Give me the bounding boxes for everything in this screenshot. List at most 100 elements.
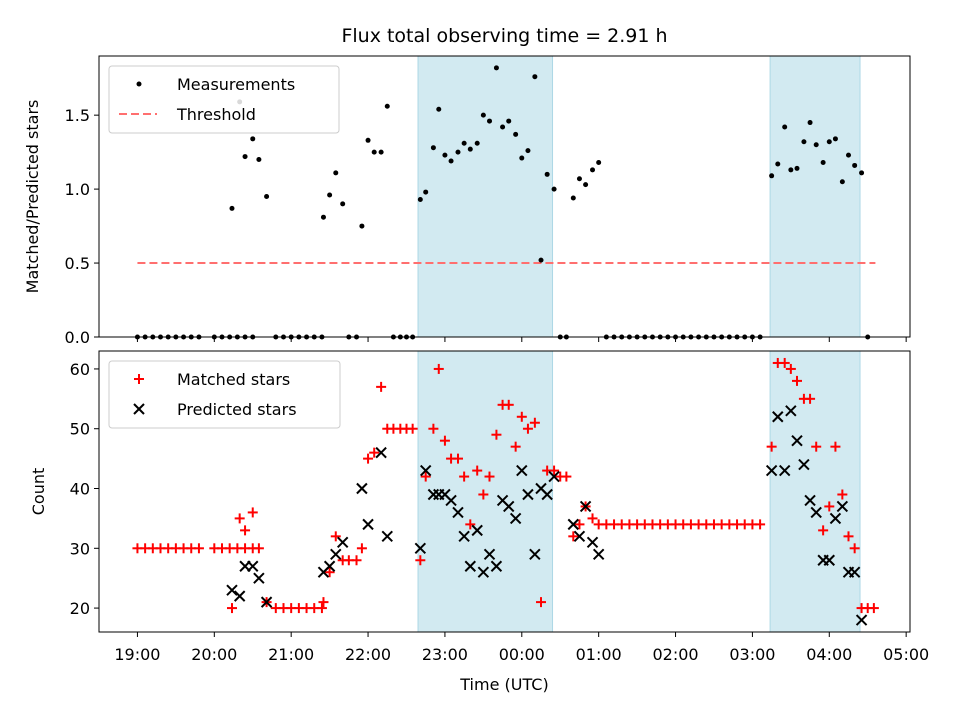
top-measurement-point <box>813 142 819 148</box>
predicted-marker-b <box>592 548 605 560</box>
predicted-marker-b <box>323 560 336 572</box>
predicted-marker-b <box>798 458 810 471</box>
bottom-shaded-interval-1 <box>769 350 861 633</box>
bottom-predicted-point <box>509 512 522 525</box>
bottom-matched-point <box>574 519 585 530</box>
top-measurement-point <box>340 201 346 207</box>
top-measurement-point <box>436 106 442 112</box>
predicted-marker-b <box>785 405 797 417</box>
bottom-x-tick-label: 03:00 <box>729 645 775 664</box>
predicted-marker-b <box>579 500 592 513</box>
bottom-matched-point <box>356 543 367 554</box>
bottom-panel: 20 30 40 50 60 19:00 20:00 21:00 22:00 23:00 00:00… <box>70 350 929 664</box>
top-measurement-point <box>320 214 326 220</box>
bottom-matched-point <box>491 429 502 440</box>
top-measurement-point <box>820 159 826 165</box>
predicted-marker-b <box>823 554 835 566</box>
top-measurement-point <box>333 170 339 176</box>
bottom-x-tick-label: 05:00 <box>883 645 929 664</box>
bottom-matched-point <box>351 555 362 566</box>
bottom-predicted-point <box>823 554 835 566</box>
bottom-predicted-point <box>592 548 605 560</box>
top-measurement-point <box>826 139 832 145</box>
bottom-predicted-point <box>765 464 778 477</box>
predicted-marker-b <box>233 590 246 602</box>
predicted-marker-b <box>452 506 464 519</box>
bottom-predicted-point <box>414 542 427 555</box>
predicted-marker-b <box>330 548 342 560</box>
bottom-matched-point <box>779 357 790 368</box>
bottom-y-tick-label: 20 <box>70 599 90 618</box>
top-measurement-point <box>538 257 544 263</box>
bottom-matched-point <box>529 417 540 428</box>
top-measurement-point <box>229 205 235 211</box>
bottom-matched-point <box>805 393 816 404</box>
predicted-marker-b <box>778 464 791 477</box>
top-measurement-point <box>327 192 333 198</box>
bottom-matched-point <box>510 441 521 452</box>
predicted-marker-b <box>573 530 586 543</box>
top-measurement-point <box>583 182 589 188</box>
top-measurement-point <box>769 173 775 179</box>
bottom-matched-point <box>452 453 463 464</box>
predicted-marker-b <box>548 470 560 483</box>
bottom-matched-point <box>459 471 470 482</box>
top-measurement-point <box>551 186 557 192</box>
chart-title: Flux total observing time = 2.91 h <box>341 25 667 47</box>
predicted-marker-b <box>586 536 599 549</box>
bottom-x-tick-label: 19:00 <box>114 645 160 664</box>
top-measurement-point <box>500 124 506 130</box>
bottom-matched-point <box>785 363 796 374</box>
top-measurement-point <box>250 136 256 142</box>
predicted-marker-b <box>419 464 432 477</box>
top-measurement-point <box>525 148 531 154</box>
top-measurement-point <box>480 112 486 118</box>
bottom-legend-marker-matched <box>134 374 144 384</box>
top-measurement-point <box>801 139 807 145</box>
predicted-marker-b <box>375 446 387 459</box>
bottom-legend-label: Predicted stars <box>177 400 297 419</box>
predicted-marker-b <box>567 518 580 531</box>
bottom-matched-point <box>561 471 572 482</box>
bottom-predicted-point <box>464 560 476 572</box>
top-measurement-point <box>590 167 596 173</box>
bottom-matched-point <box>226 603 237 614</box>
bottom-x-tick-label: 02:00 <box>652 645 698 664</box>
bottom-y-tick-label: 50 <box>70 420 90 439</box>
bottom-predicted-point <box>356 482 368 495</box>
top-shaded-interval-0 <box>417 55 554 338</box>
bottom-x-tick-label: 20:00 <box>191 645 237 664</box>
top-measurement-point <box>775 161 781 167</box>
top-measurement-point <box>365 137 371 143</box>
bottom-y-tick-label: 30 <box>70 539 90 558</box>
predicted-marker-b <box>804 494 816 507</box>
bottom-matched-point <box>791 375 802 386</box>
bottom-predicted-point <box>458 530 470 543</box>
bottom-matched-point <box>824 501 835 512</box>
predicted-marker-b <box>791 434 803 447</box>
top-measurement-point <box>852 162 858 168</box>
predicted-marker-b <box>483 548 496 560</box>
bottom-x-tick-label: 21:00 <box>268 645 314 664</box>
bottom-predicted-point <box>483 548 496 560</box>
bottom-predicted-point <box>330 548 342 560</box>
top-measurement-point <box>430 145 436 151</box>
top-legend-marker-measurements <box>136 81 142 87</box>
top-y-tick-label: 0.5 <box>65 254 90 273</box>
bottom-matched-point <box>415 555 426 566</box>
top-measurement-point <box>513 131 519 137</box>
predicted-marker-b <box>535 482 547 495</box>
predicted-marker-b <box>477 566 490 578</box>
predicted-marker-b <box>516 464 528 477</box>
predicted-marker-b <box>503 500 515 513</box>
top-measurement-point <box>378 149 384 155</box>
bottom-predicted-point <box>375 446 387 459</box>
top-measurement-point <box>242 154 248 160</box>
x-axis-label: Time (UTC) <box>459 675 548 694</box>
bottom-axes-frame <box>98 350 911 633</box>
bottom-matched-point <box>472 465 483 476</box>
bottom-predicted-point <box>477 566 490 578</box>
bottom-matched-point <box>849 543 860 554</box>
bottom-y-axis-label: Count <box>29 468 48 516</box>
top-measurement-point <box>859 170 865 176</box>
